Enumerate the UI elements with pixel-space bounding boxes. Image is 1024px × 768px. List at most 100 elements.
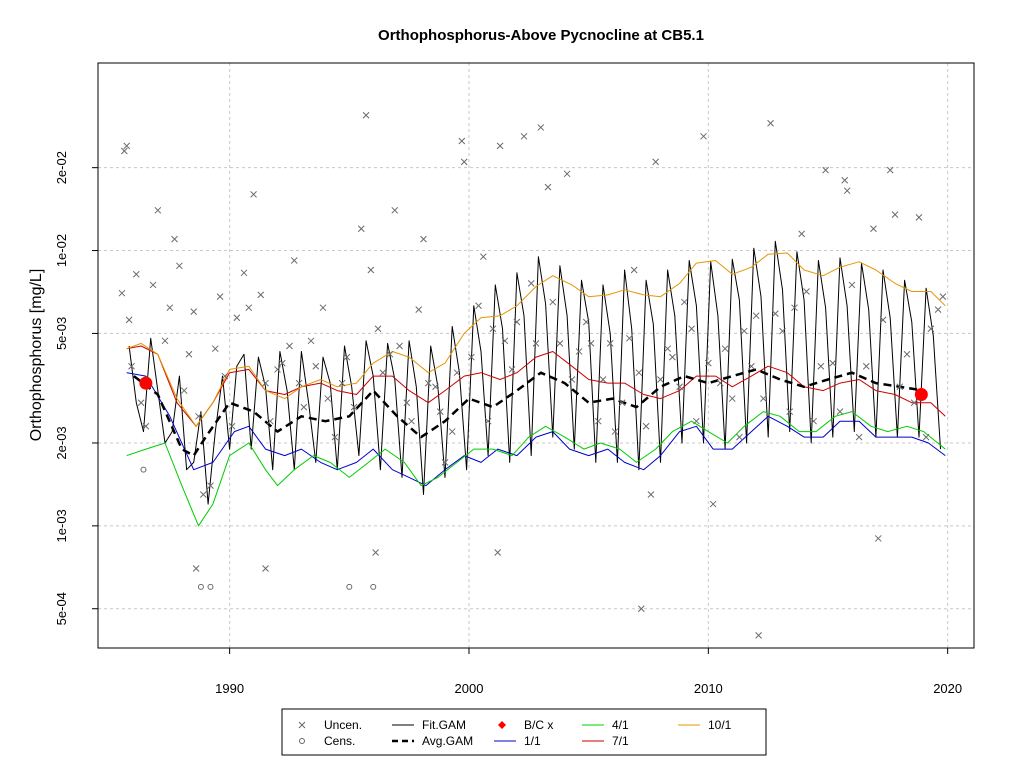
uncensored-point xyxy=(221,372,229,380)
x-tick-label: 1990 xyxy=(215,681,244,696)
uncensored-point xyxy=(185,350,193,358)
y-tick-label: 1e-02 xyxy=(54,234,69,267)
uncensored-point xyxy=(468,353,475,361)
uncensored-point xyxy=(180,387,188,394)
series-layer xyxy=(126,240,946,527)
uncensored-point xyxy=(635,369,643,377)
legend-label: Cens. xyxy=(324,734,355,748)
uncensored-point xyxy=(700,132,707,140)
uncensored-point xyxy=(599,376,607,383)
uncensored-point xyxy=(681,298,688,306)
avg-gam-line xyxy=(133,368,924,457)
censored-point xyxy=(207,583,214,590)
uncensored-point xyxy=(786,408,794,415)
uncensored-point xyxy=(841,176,849,184)
legend-label: Avg.GAM xyxy=(422,734,473,748)
x-tick-label: 2020 xyxy=(933,681,962,696)
uncensored-point xyxy=(740,327,748,335)
uncensored-point xyxy=(391,206,399,214)
uncensored-point xyxy=(508,366,516,373)
uncensored-point xyxy=(791,304,798,312)
uncensored-point xyxy=(195,412,202,420)
uncensored-point xyxy=(424,379,432,387)
series-line-4-1 xyxy=(126,411,946,527)
uncensored-point xyxy=(453,369,461,377)
legend-item: B/C x xyxy=(498,718,553,732)
uncensored-point xyxy=(728,395,736,402)
uncensored-point xyxy=(441,459,449,466)
uncensored-point xyxy=(245,304,253,312)
uncensored-point xyxy=(408,417,415,425)
uncensored-point xyxy=(190,308,198,315)
uncensored-point xyxy=(891,211,899,219)
uncensored-point xyxy=(233,314,241,322)
uncensored-point xyxy=(216,293,224,301)
uncensored-point xyxy=(829,359,837,367)
uncensored-point xyxy=(934,306,942,313)
uncensored-point xyxy=(637,605,645,613)
legend-item: Avg.GAM xyxy=(392,734,473,748)
uncensored-point xyxy=(161,337,169,345)
uncensored-point xyxy=(458,137,466,145)
uncensored-point xyxy=(171,235,178,243)
y-axis-label: Orthophosphorus [mg/L] xyxy=(28,269,45,442)
uncensored-point xyxy=(137,399,145,407)
uncensored-point xyxy=(278,359,286,367)
legend-item: Uncen. xyxy=(298,718,362,732)
y-tick-label: 2e-03 xyxy=(54,426,69,459)
uncensored-point xyxy=(939,293,947,301)
legend-item: 4/1 xyxy=(582,718,629,732)
y-tick-label: 1e-03 xyxy=(54,509,69,542)
uncensored-point xyxy=(822,166,829,174)
uncensored-point xyxy=(432,383,439,391)
legend-label: B/C x xyxy=(524,718,553,732)
uncensored-point xyxy=(331,433,339,441)
uncensored-point xyxy=(118,289,126,297)
uncensored-point xyxy=(338,379,346,387)
uncensored-point xyxy=(166,304,174,312)
uncensored-point xyxy=(312,362,320,370)
uncensored-point xyxy=(896,383,904,391)
uncensored-point xyxy=(319,304,327,312)
uncensored-point xyxy=(211,345,219,353)
uncensored-point xyxy=(228,422,236,430)
uncensored-point xyxy=(192,565,200,572)
uncensored-point xyxy=(693,417,700,425)
censored-point xyxy=(140,466,147,473)
uncensored-point xyxy=(721,345,729,353)
legend: Uncen. Cens. Fit.GAM Avg.GAM B/C x 1/1 4/1 7/1 1… xyxy=(281,708,767,756)
uncensored-point xyxy=(300,403,308,411)
uncensored-point xyxy=(625,334,633,342)
uncensored-point xyxy=(848,281,856,289)
uncensored-point xyxy=(556,340,564,347)
points-layer xyxy=(118,111,947,639)
uncensored-point xyxy=(266,417,274,425)
uncensored-point xyxy=(704,359,712,367)
uncensored-point xyxy=(618,399,626,407)
uncensored-point xyxy=(154,206,162,214)
uncensored-point xyxy=(123,142,131,150)
uncensored-point xyxy=(367,266,375,274)
legend-item: 10/1 xyxy=(678,718,732,732)
legend-label: Uncen. xyxy=(324,718,362,732)
uncensored-point xyxy=(199,491,207,498)
uncensored-point xyxy=(568,376,576,383)
uncensored-point xyxy=(798,230,806,238)
legend-circle-symbol xyxy=(299,738,305,744)
uncensored-point xyxy=(494,549,502,556)
uncensored-point xyxy=(642,422,650,430)
x-tick-label: 2010 xyxy=(694,681,723,696)
uncensored-point xyxy=(286,342,293,350)
uncensored-point xyxy=(125,316,133,324)
uncensored-point xyxy=(120,147,128,155)
series-line-7-1 xyxy=(126,345,946,427)
uncensored-point xyxy=(403,399,411,407)
uncensored-point xyxy=(843,187,851,195)
uncensored-point xyxy=(676,383,683,391)
uncensored-point xyxy=(594,417,602,425)
uncensored-point xyxy=(870,225,877,233)
uncensored-point xyxy=(420,235,427,243)
uncensored-point xyxy=(537,124,545,131)
uncensored-point xyxy=(290,257,298,264)
